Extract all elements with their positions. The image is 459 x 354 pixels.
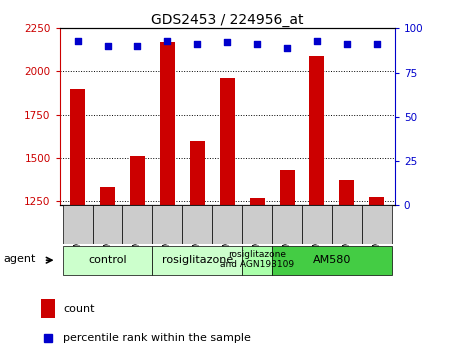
Bar (190, 142, 205, 205)
Text: rosiglitazone
and AGN193109: rosiglitazone and AGN193109 (220, 250, 294, 269)
Bar (152, 205, 182, 244)
Bar (242, 246, 272, 275)
Bar (242, 205, 272, 244)
Bar (212, 205, 242, 244)
Bar (100, 187, 115, 205)
Bar (302, 205, 332, 244)
Text: agent: agent (3, 253, 36, 264)
Bar (160, 42, 175, 205)
Bar (339, 180, 354, 205)
Point (224, 40, 231, 45)
Bar (123, 205, 152, 244)
Bar (130, 156, 145, 205)
Bar (93, 205, 123, 244)
Bar (70, 89, 85, 205)
Bar (41, 299, 55, 318)
Text: count: count (63, 303, 95, 314)
Bar (182, 205, 212, 244)
Bar (369, 197, 384, 205)
Text: rosiglitazone: rosiglitazone (162, 255, 233, 264)
Bar (250, 198, 264, 205)
Bar (63, 205, 93, 244)
Bar (272, 205, 302, 244)
Point (253, 41, 261, 47)
Bar (332, 205, 362, 244)
Point (343, 41, 351, 47)
Point (164, 38, 171, 44)
Bar (152, 246, 242, 275)
Point (74, 38, 81, 44)
Point (134, 43, 141, 49)
Bar (63, 246, 152, 275)
Text: AM580: AM580 (313, 255, 351, 264)
Text: percentile rank within the sample: percentile rank within the sample (63, 333, 251, 343)
Text: control: control (88, 255, 127, 264)
Bar (280, 170, 295, 205)
Point (313, 38, 321, 44)
Bar (220, 78, 235, 205)
Bar (309, 56, 325, 205)
Point (194, 41, 201, 47)
Bar (362, 205, 392, 244)
Point (283, 45, 291, 51)
Bar (272, 246, 392, 275)
Title: GDS2453 / 224956_at: GDS2453 / 224956_at (151, 13, 303, 27)
Point (104, 43, 111, 49)
Point (373, 41, 381, 47)
